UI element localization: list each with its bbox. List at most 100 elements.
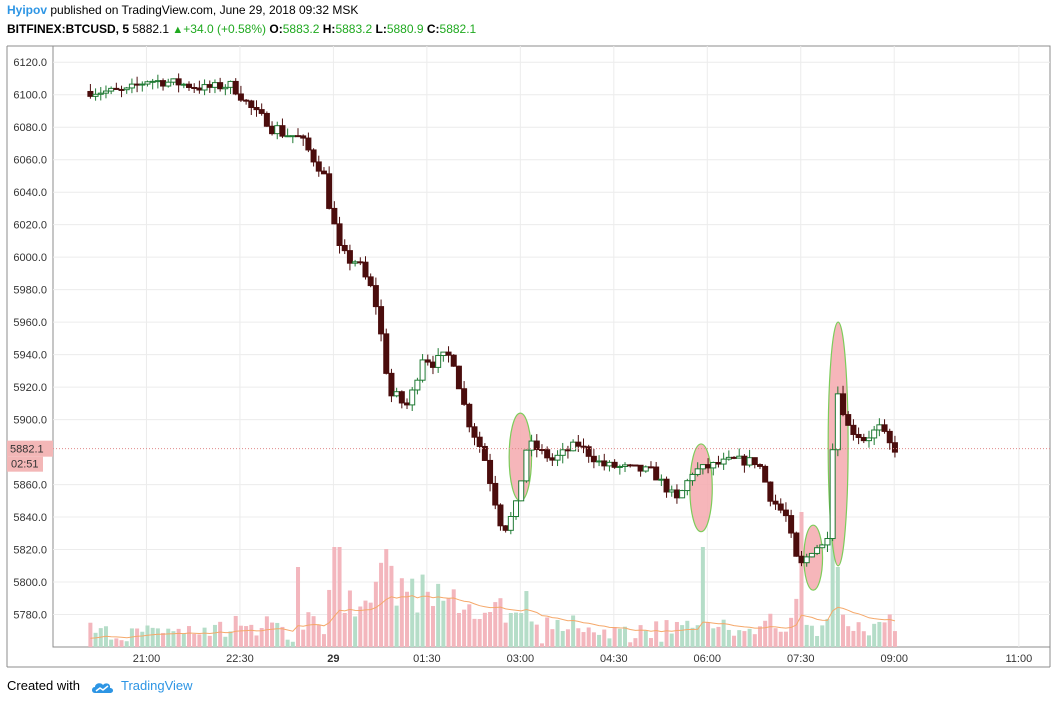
volume-bar: [347, 590, 352, 647]
volume-bar: [228, 631, 233, 647]
volume-bar: [358, 606, 363, 647]
candle-body: [518, 480, 525, 502]
volume-bar: [534, 624, 539, 647]
volume-bar: [176, 628, 181, 647]
candle-down: [378, 299, 385, 342]
volume-bar: [425, 591, 430, 647]
candle-body: [762, 465, 769, 483]
candle-up: [222, 84, 229, 96]
candle-body: [736, 455, 743, 459]
volume-bar: [856, 622, 861, 647]
candle-down: [881, 419, 888, 434]
candle-body: [154, 80, 161, 83]
volume-bar: [368, 602, 373, 647]
candle-body: [393, 391, 400, 397]
candle-body: [284, 135, 291, 138]
volume-bar: [306, 612, 311, 647]
candle-body: [295, 135, 302, 138]
candle-down: [767, 481, 774, 507]
volume-bar: [477, 618, 482, 647]
volume-bar: [732, 635, 737, 647]
candle-body: [128, 83, 135, 89]
volume-bar: [285, 639, 290, 647]
candle-body: [751, 457, 758, 466]
candle-body: [829, 449, 836, 540]
candle-body: [850, 424, 857, 435]
volume-bar: [124, 641, 129, 647]
candle-body: [886, 430, 893, 444]
x-tick-label: 01:30: [413, 653, 441, 665]
current-price-label: 5882.1: [10, 444, 44, 456]
candle-body: [258, 109, 265, 114]
volume-bar: [321, 634, 326, 647]
candle-body: [471, 426, 478, 438]
volume-bar: [270, 622, 275, 647]
volume-bar: [799, 512, 804, 647]
candle-body: [767, 481, 774, 502]
candle-down: [253, 100, 260, 117]
y-tick-label: 5960.0: [13, 317, 47, 329]
candle-up: [808, 552, 815, 558]
candle-body: [346, 250, 353, 264]
candle-body: [492, 482, 499, 506]
tradingview-cloud-icon: [91, 682, 113, 693]
volume-bar: [877, 621, 882, 647]
candle-down: [544, 446, 551, 462]
candle-up: [829, 443, 836, 542]
volume-bar: [140, 631, 145, 647]
candle-down: [762, 464, 769, 483]
volume-bar: [643, 630, 648, 647]
candle-body: [263, 112, 270, 127]
volume-bar: [783, 631, 788, 647]
candle-up: [165, 78, 172, 88]
candle-down: [891, 435, 898, 458]
candle-body: [808, 552, 815, 558]
candle-body: [487, 459, 494, 484]
author-name[interactable]: Hyipov: [7, 3, 48, 17]
candle-body: [383, 333, 390, 374]
volume-bar: [88, 622, 93, 647]
candle-down: [258, 103, 265, 116]
candle-up: [414, 377, 421, 395]
symbol-label: BITFINEX:BTCUSD, 5: [7, 22, 130, 36]
candle-body: [232, 80, 239, 95]
volume-bar: [482, 612, 487, 647]
candle-body: [715, 461, 722, 465]
candle-up: [128, 78, 135, 94]
volume-bar: [623, 626, 628, 647]
candle-up: [814, 544, 821, 556]
candle-body: [362, 261, 369, 278]
candle-up: [871, 425, 878, 445]
y-tick-label: 6040.0: [13, 187, 47, 199]
y-tick-label: 5820.0: [13, 545, 47, 557]
candle-down: [471, 423, 478, 446]
plot-area: [52, 45, 1051, 648]
volume-bar: [757, 626, 762, 647]
candle-body: [684, 480, 691, 492]
volume-bar: [150, 627, 155, 647]
volume-bar: [327, 589, 332, 647]
volume-bar: [379, 562, 384, 647]
volume-bar: [446, 597, 451, 647]
candle-down: [450, 354, 457, 367]
candle-down: [424, 354, 431, 366]
candle-down: [367, 273, 374, 288]
candle-body: [243, 99, 250, 102]
y-tick-label: 6100.0: [13, 90, 47, 102]
volume-bar: [706, 622, 711, 647]
volume-bar: [238, 625, 243, 647]
volume-bar: [654, 621, 659, 647]
candle-down: [632, 464, 639, 467]
volume-bar: [405, 591, 410, 647]
candle-body: [782, 509, 789, 517]
volume-bar: [659, 641, 664, 647]
candle-body: [466, 403, 473, 428]
candle-body: [502, 525, 509, 531]
volume-bar: [830, 512, 835, 647]
candle-up: [865, 430, 872, 448]
candle-body: [798, 555, 805, 564]
tradingview-brand-link[interactable]: TradingView: [121, 678, 193, 693]
volume-bar: [280, 626, 285, 647]
volume-bar: [846, 626, 851, 647]
